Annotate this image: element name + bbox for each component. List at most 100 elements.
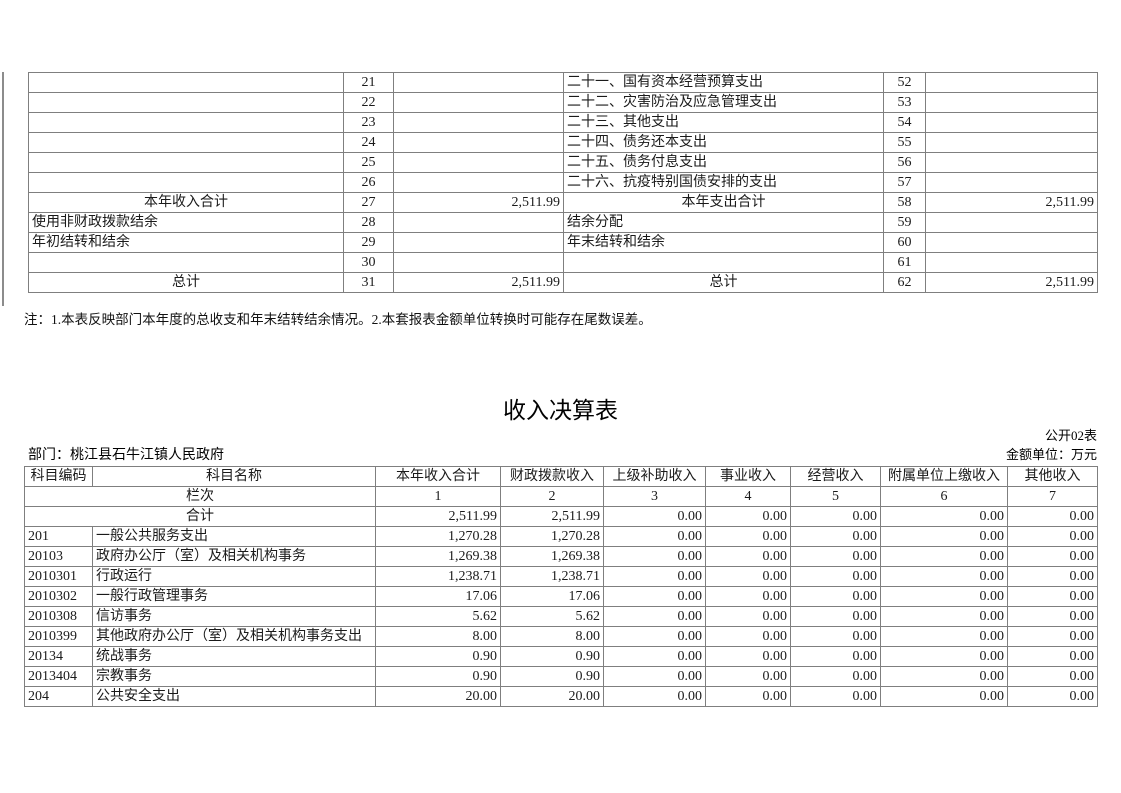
balance-left-label: [28, 132, 344, 153]
income-value: 0.00: [603, 626, 706, 647]
balance-right-lineno: 52: [883, 72, 926, 93]
table-row: 年初结转和结余 29 年末结转和结余 60: [28, 232, 1098, 253]
column-number: 5: [790, 486, 881, 507]
income-value: 0.90: [500, 666, 604, 687]
balance-left-amount: [393, 72, 564, 93]
income-value: 0.00: [705, 626, 791, 647]
table-row: 2010302 一般行政管理事务 17.06 17.06 0.00 0.00 0…: [24, 586, 1098, 607]
income-value: 0.00: [790, 566, 881, 587]
balance-right-amount: [925, 132, 1098, 153]
income-value: 0.00: [705, 546, 791, 567]
income-value: 0.00: [880, 646, 1008, 667]
department-line: 部门：桃江县石牛江镇人民政府: [28, 448, 224, 463]
income-value: 0.00: [705, 606, 791, 627]
income-header-cell: 财政拨款收入: [500, 466, 604, 487]
income-value: 0.00: [1007, 586, 1098, 607]
income-value: 0.00: [790, 546, 881, 567]
table-row: 2010301 行政运行 1,238.71 1,238.71 0.00 0.00…: [24, 566, 1098, 587]
balance-right-label: 二十三、其他支出: [563, 112, 884, 133]
income-header-cell: 其他收入: [1007, 466, 1098, 487]
income-value: 0.00: [790, 626, 881, 647]
balance-right-lineno: 56: [883, 152, 926, 173]
income-value: 0.00: [1007, 626, 1098, 647]
income-value: 0.00: [790, 606, 881, 627]
income-value: 17.06: [500, 586, 604, 607]
balance-left-label: 总计: [28, 272, 344, 293]
balance-right-amount: 2,511.99: [925, 272, 1098, 293]
subject-code: 2010399: [24, 626, 93, 647]
income-value: 0.90: [500, 646, 604, 667]
balance-left-lineno: 25: [343, 152, 394, 173]
table-row: 2013404 宗教事务 0.90 0.90 0.00 0.00 0.00 0.…: [24, 666, 1098, 687]
table-row: 26 二十六、抗疫特别国债安排的支出 57: [28, 172, 1098, 193]
balance-right-label: 总计: [563, 272, 884, 293]
balance-left-amount: [393, 92, 564, 113]
column-number: 7: [1007, 486, 1098, 507]
balance-left-amount: 2,511.99: [393, 272, 564, 293]
income-header-cell: 科目编码: [24, 466, 93, 487]
income-value: 0.00: [790, 586, 881, 607]
balance-left-lineno: 28: [343, 212, 394, 233]
total-label: 合计: [24, 506, 376, 527]
income-value: 0.90: [375, 646, 501, 667]
income-statement-table: 科目编码 科目名称 本年收入合计 财政拨款收入 上级补助收入 事业收入 经营收入…: [24, 466, 1098, 707]
income-value: 0.00: [705, 506, 791, 527]
column-number: 4: [705, 486, 791, 507]
income-header-cell: 科目名称: [92, 466, 376, 487]
table-row: 本年收入合计 27 2,511.99 本年支出合计 58 2,511.99: [28, 192, 1098, 213]
income-value: 0.00: [705, 526, 791, 547]
income-value: 2,511.99: [500, 506, 604, 527]
income-value: 0.00: [705, 586, 791, 607]
subject-name: 行政运行: [92, 566, 376, 587]
income-value: 0.00: [1007, 526, 1098, 547]
balance-right-lineno: 60: [883, 232, 926, 253]
income-value: 5.62: [500, 606, 604, 627]
income-value: 0.00: [1007, 506, 1098, 527]
balance-right-label: 结余分配: [563, 212, 884, 233]
balance-left-amount: [393, 252, 564, 273]
income-value: 0.00: [603, 506, 706, 527]
balance-right-amount: [925, 232, 1098, 253]
income-value: 5.62: [375, 606, 501, 627]
balance-left-amount: [393, 132, 564, 153]
subject-name: 政府办公厅（室）及相关机构事务: [92, 546, 376, 567]
income-value: 20.00: [375, 686, 501, 707]
page-edge-table-fragment: [2, 72, 4, 306]
income-value: 0.00: [1007, 566, 1098, 587]
income-header-cell: 附属单位上缴收入: [880, 466, 1008, 487]
table-row: 21 二十一、国有资本经营预算支出 52: [28, 72, 1098, 93]
income-value: 17.06: [375, 586, 501, 607]
table-row: 25 二十五、债务付息支出 56: [28, 152, 1098, 173]
income-value: 1,238.71: [375, 566, 501, 587]
balance-left-lineno: 22: [343, 92, 394, 113]
income-value: 0.00: [880, 506, 1008, 527]
table-row: 使用非财政拨款结余 28 结余分配 59: [28, 212, 1098, 233]
income-value: 0.00: [705, 686, 791, 707]
balance-left-label: [28, 172, 344, 193]
balance-right-amount: 2,511.99: [925, 192, 1098, 213]
column-number: 1: [375, 486, 501, 507]
balance-left-lineno: 24: [343, 132, 394, 153]
balance-left-label: [28, 152, 344, 173]
income-value: 1,270.28: [375, 526, 501, 547]
balance-left-label: 使用非财政拨款结余: [28, 212, 344, 233]
balance-left-lineno: 31: [343, 272, 394, 293]
balance-right-amount: [925, 172, 1098, 193]
income-value: 0.00: [790, 686, 881, 707]
subject-name: 一般行政管理事务: [92, 586, 376, 607]
balance-right-amount: [925, 112, 1098, 133]
subject-name: 宗教事务: [92, 666, 376, 687]
balance-left-lineno: 30: [343, 252, 394, 273]
subject-code: 2010301: [24, 566, 93, 587]
balance-left-lineno: 27: [343, 192, 394, 213]
income-value: 0.00: [790, 506, 881, 527]
balance-right-amount: [925, 212, 1098, 233]
balance-right-label: 二十六、抗疫特别国债安排的支出: [563, 172, 884, 193]
income-value: 0.00: [790, 646, 881, 667]
income-value: 0.00: [880, 566, 1008, 587]
balance-left-label: 本年收入合计: [28, 192, 344, 213]
subject-code: 204: [24, 686, 93, 707]
income-value: 0.00: [880, 526, 1008, 547]
income-value: 0.00: [603, 566, 706, 587]
lanci-label: 栏次: [24, 486, 376, 507]
